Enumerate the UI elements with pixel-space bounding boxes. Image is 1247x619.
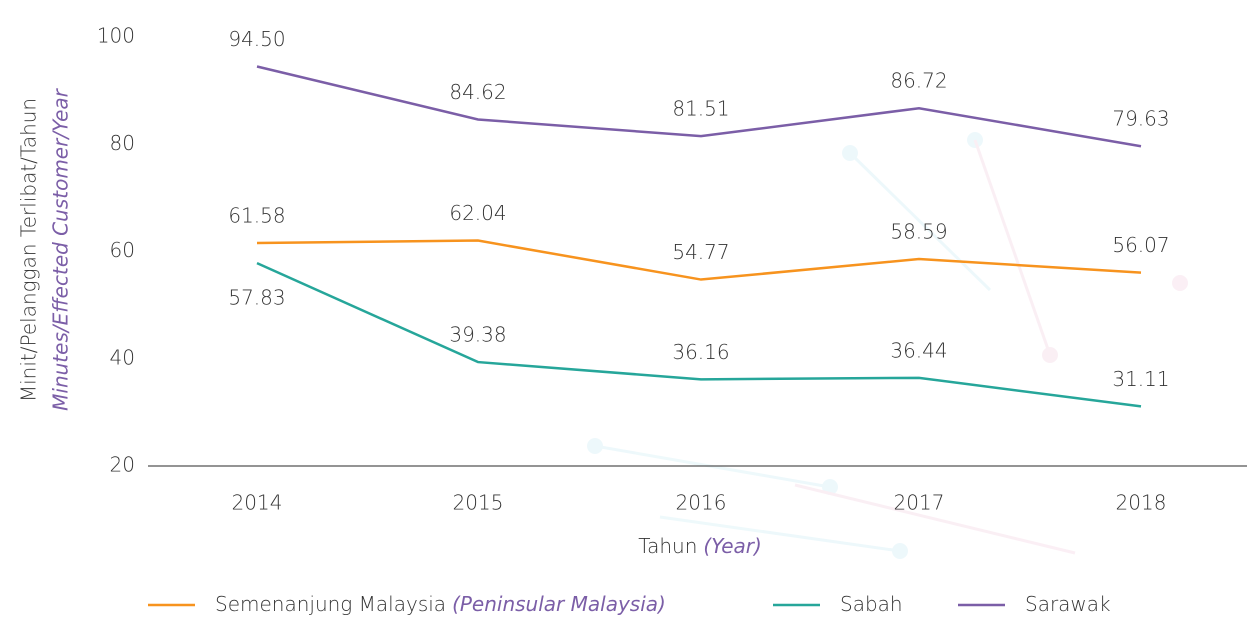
data-label: 61.58 (228, 204, 285, 228)
data-label: 57.83 (228, 286, 285, 310)
x-tick-label: 2015 (453, 491, 504, 515)
data-label: 58.59 (890, 220, 947, 244)
data-label: 86.72 (890, 69, 947, 93)
data-label: 79.63 (1112, 107, 1169, 131)
legend-label: Sabah (840, 592, 903, 616)
legend-entry: Semenanjung Malaysia(Peninsular Malaysia… (215, 592, 666, 616)
page: Minit/Pelanggan Terlibat/Tahun Minutes/E… (0, 0, 1247, 619)
data-label: 36.44 (890, 338, 947, 362)
legend-label: Semenanjung Malaysia (215, 592, 446, 616)
y-tick-label: 20 (110, 453, 135, 477)
data-label: 39.38 (449, 323, 506, 347)
data-label: 31.11 (1112, 367, 1169, 391)
data-label: 81.51 (672, 97, 729, 121)
x-axis-label-translation: (Year) (703, 534, 761, 558)
data-label: 54.77 (672, 240, 729, 264)
data-label: 84.62 (449, 80, 506, 104)
data-label: 56.07 (1112, 233, 1169, 257)
y-tick-label: 60 (110, 238, 135, 262)
y-tick-label: 40 (110, 345, 135, 369)
y-axis-label: Minit/Pelanggan Terlibat/Tahun (17, 98, 41, 402)
chart: Minit/Pelanggan Terlibat/Tahun Minutes/E… (0, 0, 1247, 619)
x-tick-label: 2017 (894, 491, 945, 515)
data-label: 94.50 (228, 27, 285, 51)
legend-entry: Sarawak (1025, 592, 1111, 616)
x-tick-label: 2014 (232, 491, 283, 515)
legend-label: Sarawak (1025, 592, 1111, 616)
x-tick-label: 2018 (1116, 491, 1167, 515)
x-axis-label-text: Tahun (638, 534, 697, 558)
y-tick-label: 80 (110, 131, 135, 155)
x-axis-label: Tahun(Year) (638, 534, 762, 558)
legend-entry: Sabah (840, 592, 903, 616)
y-axis-label-translation: Minutes/Effected Customer/Year (49, 87, 73, 411)
legend-label-translation: (Peninsular Malaysia) (452, 592, 666, 616)
data-label: 36.16 (672, 340, 729, 364)
data-label: 62.04 (449, 201, 506, 225)
series-line (257, 263, 1141, 406)
x-tick-label: 2016 (676, 491, 727, 515)
y-tick-label: 100 (97, 24, 135, 48)
